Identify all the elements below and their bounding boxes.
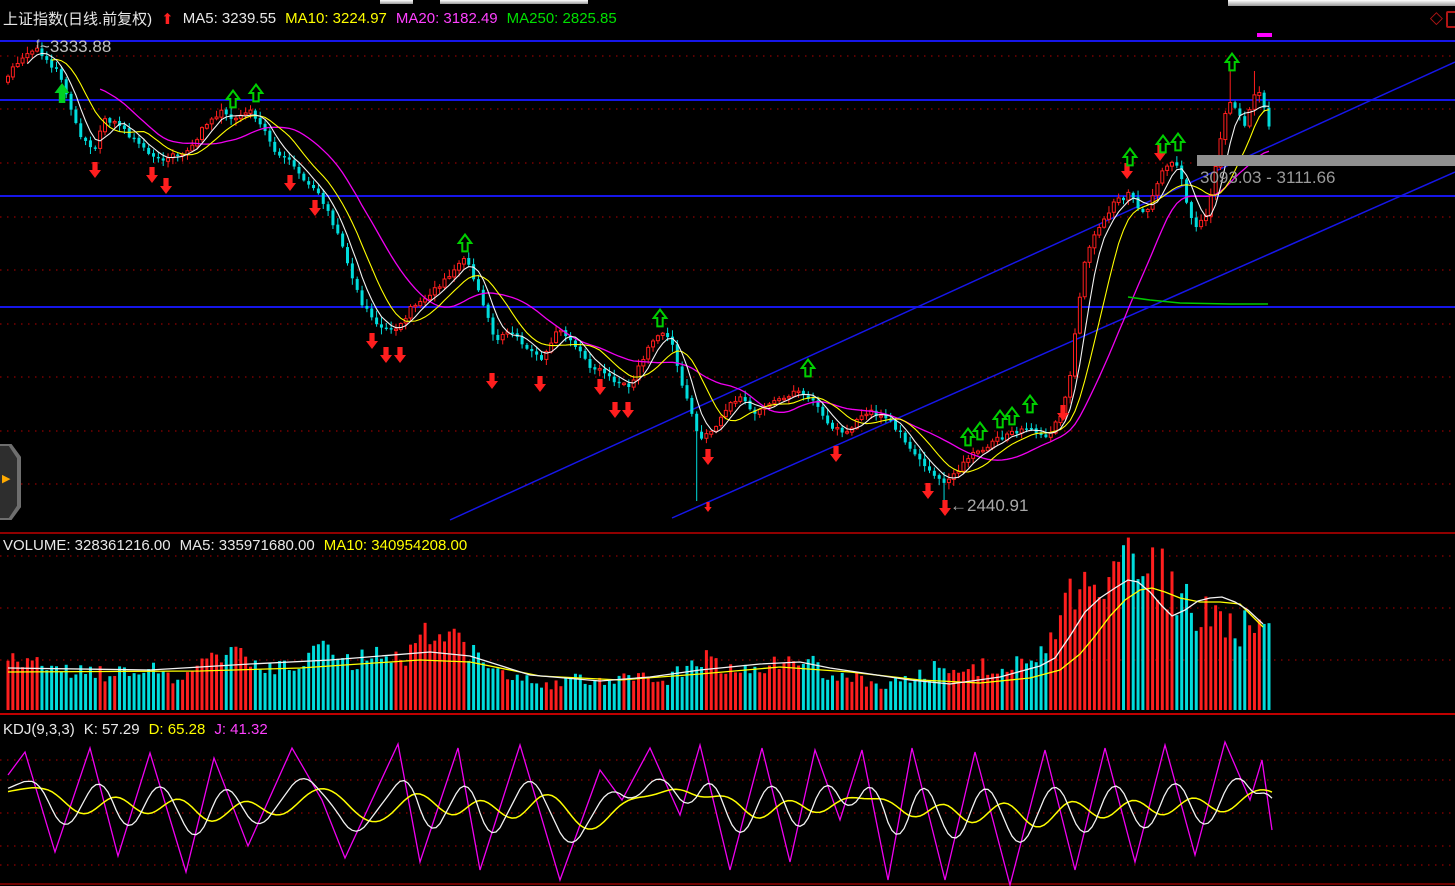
red-up-arrow-icon: ⬆: [161, 10, 174, 28]
clipped-edge-icon[interactable]: [1446, 11, 1455, 28]
ma5-value: MA5: 3239.55: [182, 10, 277, 27]
volume-ma5-value: MA5: 335971680.00: [179, 537, 315, 554]
magenta-marker-dash: [1257, 33, 1272, 37]
kdj-j-value: J: 41.32: [214, 721, 268, 738]
kdj-k-value: K: 57.29: [83, 721, 140, 738]
kdj-lines: [7, 740, 1273, 886]
kdj-name: KDJ(9,3,3): [3, 721, 75, 738]
instrument-title: 上证指数(日线.前复权): [3, 11, 153, 28]
main-chart-header: 上证指数(日线.前复权) ⬆ MA5: 3239.55 MA10: 3224.9…: [3, 8, 617, 29]
support-resistance-lines: [0, 40, 1455, 521]
price-range-label: 3093.03 - 3111.66: [1200, 168, 1336, 187]
peak-price-label: ᶠ~3333.88: [36, 37, 112, 56]
volume-bars: [6, 537, 1271, 710]
candles-layer: [6, 42, 1271, 505]
expand-arrow-icon: ▶: [2, 473, 11, 485]
volume-header: VOLUME: 328361216.00 MA5: 335971680.00 M…: [3, 537, 467, 554]
moving-averages: [27, 52, 1270, 479]
volume-ma-lines: [7, 579, 1264, 685]
ma250-value: MA250: 2825.85: [506, 10, 617, 27]
kdj-header: KDJ(9,3,3) K: 57.29 D: 65.28 J: 41.32: [3, 721, 268, 738]
toolbar-edge-strip-3: [1228, 0, 1455, 6]
volume-ma10-value: MA10: 340954208.00: [323, 537, 468, 554]
sidebar-expand-tab-body: [0, 446, 17, 518]
price-range-highlight-box: [1197, 155, 1455, 166]
pane-separators: [0, 532, 1455, 885]
toolbar-edge-strip-2: [440, 0, 588, 4]
signal-arrows: [54, 51, 1241, 516]
low-price-label: ←2440.91: [950, 496, 1029, 515]
ma20-value: MA20: 3182.49: [395, 10, 498, 27]
toolbar-edge-strip-1: [380, 0, 413, 4]
volume-value: VOLUME: 328361216.00: [3, 537, 171, 554]
kdj-d-value: D: 65.28: [148, 721, 206, 738]
sidebar-expand-tab[interactable]: ▶: [0, 444, 21, 520]
diamond-icon[interactable]: ◇: [1429, 8, 1443, 27]
ma10-value: MA10: 3224.97: [285, 10, 387, 27]
